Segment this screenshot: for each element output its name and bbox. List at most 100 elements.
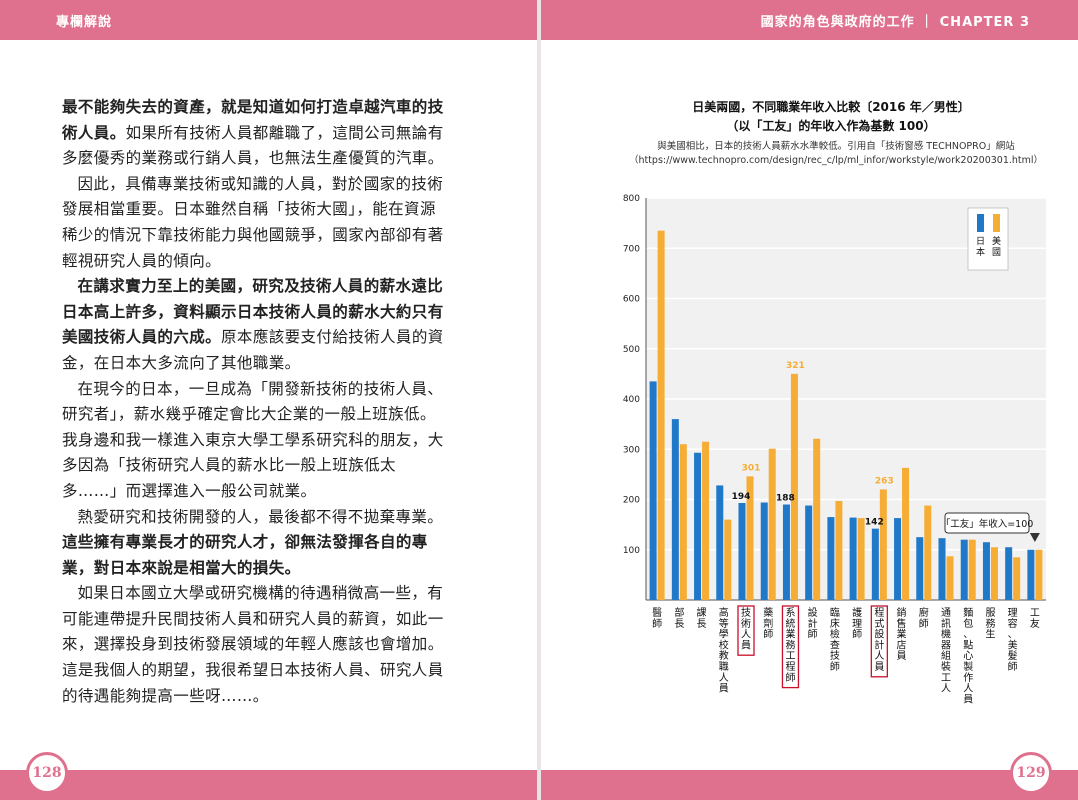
paragraph: 最不能夠失去的資產，就是知道如何打造卓越汽車的技術人員。如果所有技術人員都離職了…: [62, 95, 450, 172]
right-footer-bar: [541, 770, 1078, 800]
legend-label: 美國: [992, 235, 1001, 258]
x-category-label: 技術人員: [741, 606, 751, 651]
bar-japan: [1027, 549, 1035, 600]
x-category-label: 麵包、點心製作人員: [963, 607, 973, 705]
x-category-label: 部長: [674, 606, 684, 630]
callout-text: 「工友」年收入=100: [941, 518, 1034, 530]
bar-usa: [835, 501, 843, 600]
bar-japan: [1005, 547, 1013, 600]
bar-usa: [768, 448, 776, 600]
body-text-run: 如果所有技術人員都離職了，這間公司無論有多麼優秀的業務或行銷人員，也無法生產優質…: [62, 123, 444, 168]
bar-japan: [894, 518, 902, 600]
left-header-bar: 專欄解說: [0, 0, 537, 40]
highlight-box: [737, 605, 755, 656]
y-tick-label: 500: [623, 345, 640, 355]
paragraph: 在講求實力至上的美國，研究及技術人員的薪水遠比日本高上許多，資料顯示日本技術人員…: [62, 274, 450, 376]
chart-title: 日美兩國，不同職業年收入比較〔2016 年／男性〕: [692, 100, 970, 114]
callout-box: [944, 512, 1030, 534]
bar-japan: [694, 452, 702, 600]
bar-japan: [782, 504, 790, 600]
data-label-japan: 188: [776, 494, 795, 504]
bar-japan: [805, 505, 813, 600]
bar-usa: [924, 505, 932, 600]
data-label-usa: 263: [875, 476, 894, 486]
data-label-japan: 194: [732, 492, 751, 502]
x-category-label: 通訊機器組裝工人: [941, 607, 951, 695]
left-footer-bar: [0, 770, 537, 800]
bar-japan: [738, 503, 746, 600]
bar-usa: [879, 489, 887, 600]
page-number-right: 129: [1010, 752, 1052, 794]
paragraph: 在現今的日本，一旦成為「開發新技術的技術人員、研究者」，薪水幾乎確定會比大企業的…: [62, 377, 450, 505]
bar-japan: [716, 485, 724, 600]
highlight-box: [781, 605, 800, 689]
data-label-usa: 321: [786, 361, 805, 371]
paragraph: 如果日本國立大學或研究機構的待遇稍微高一些，有可能連帶提升民間技術人員和研究人員…: [62, 581, 450, 709]
legend-box: [967, 207, 1009, 271]
x-category-label: 銷售業店員: [897, 606, 907, 662]
body-text-run: 熱愛研究和技術開發的人，最後都不得不拋棄專業。: [77, 507, 444, 526]
x-category-label: 理容、美髮師: [1008, 607, 1018, 673]
x-category-label: 藥劑師: [763, 607, 773, 641]
article-body: 最不能夠失去的資產，就是知道如何打造卓越汽車的技術人員。如果所有技術人員都離職了…: [62, 95, 450, 709]
right-header-bar: 國家的角色與政府的工作 ｜ CHAPTER 3: [541, 0, 1078, 40]
x-category-label: 高等學校教職人員: [719, 606, 729, 695]
bar-usa: [946, 556, 954, 600]
emphasis-text: 最不能夠失去的資產，就是知道如何打造卓越汽車的技術人員。: [62, 98, 444, 142]
bar-usa: [968, 539, 976, 600]
chart-subtitle: （以「工友」的年收入作為基數 100）: [726, 119, 936, 133]
chart-source-url: （https://www.technopro.com/design/rec_c/…: [628, 155, 1044, 166]
legend-swatch-usa: [993, 214, 1000, 232]
bar-usa: [724, 519, 732, 600]
y-tick-label: 800: [623, 194, 640, 204]
bar-usa: [746, 476, 754, 600]
x-category-label: 廚師: [919, 606, 929, 630]
bar-japan: [827, 517, 835, 600]
paragraph: 因此，具備專業技術或知識的人員，對於國家的技術發展相當重要。日本雖然自稱「技術大…: [62, 172, 450, 274]
chart-source-note: 與美國相比，日本的技術人員薪水水準較低。引用自「技術窗感 TECHNOPRO」網…: [657, 141, 1015, 152]
x-category-label: 系統業務工程師: [785, 607, 795, 684]
x-category-label: 課長: [697, 606, 707, 630]
x-category-label: 醫師: [652, 607, 662, 630]
x-category-label: 臨床檢查技師: [830, 606, 840, 673]
bar-usa: [990, 547, 998, 600]
x-category-label: 護理師: [852, 606, 862, 641]
callout: 「工友」年收入=100: [941, 512, 1040, 542]
y-tick-label: 600: [623, 295, 640, 305]
highlight-box: [870, 605, 888, 678]
bar-usa: [902, 467, 910, 600]
bar-japan: [849, 517, 857, 600]
gutter: [537, 0, 541, 800]
body-text-run: 原本應該要支付給技術人員的資金，在日本大多流向了其他職業。: [62, 328, 444, 372]
x-category-label: 工友: [1030, 608, 1040, 630]
bar-japan: [960, 539, 968, 600]
x-category-label: 設計師: [808, 606, 818, 641]
bar-usa: [1035, 549, 1043, 600]
callout-pointer: [1029, 533, 1040, 542]
data-label-usa: 301: [742, 463, 761, 473]
page-number-left: 128: [26, 752, 68, 794]
emphasis-text: 這些擁有專業長才的研究人才，卻無法發揮各自的專業，對日本來說是相當大的損失。: [62, 533, 428, 577]
bar-usa: [813, 438, 821, 600]
body-text-run: 在現今的日本，一旦成為「開發新技術的技術人員、研究者」，薪水幾乎確定會比大企業的…: [62, 379, 444, 500]
x-category-label: 程式設計人員: [874, 607, 884, 673]
body-text-run: 因此，具備專業技術或知識的人員，對於國家的技術發展相當重要。日本雖然自稱「技術大…: [62, 174, 444, 270]
bar-usa: [857, 518, 865, 600]
bar-japan: [982, 542, 990, 600]
legend-swatch-japan: [977, 214, 984, 232]
bar-usa: [702, 441, 710, 600]
data-label-japan: 142: [865, 518, 884, 528]
bar-japan: [938, 538, 946, 600]
right-header-title: 國家的角色與政府的工作 ｜ CHAPTER 3: [760, 15, 1030, 30]
body-text-run: 如果日本國立大學或研究機構的待遇稍微高一些，有可能連帶提升民間技術人員和研究人員…: [62, 584, 444, 705]
y-tick-label: 700: [623, 244, 640, 254]
bar-usa: [790, 373, 798, 600]
bar-usa: [679, 444, 687, 600]
x-category-label: 服務生: [985, 607, 995, 641]
legend-label: 日本: [976, 236, 985, 258]
y-tick-label: 200: [623, 496, 640, 506]
bar-japan: [649, 381, 657, 600]
